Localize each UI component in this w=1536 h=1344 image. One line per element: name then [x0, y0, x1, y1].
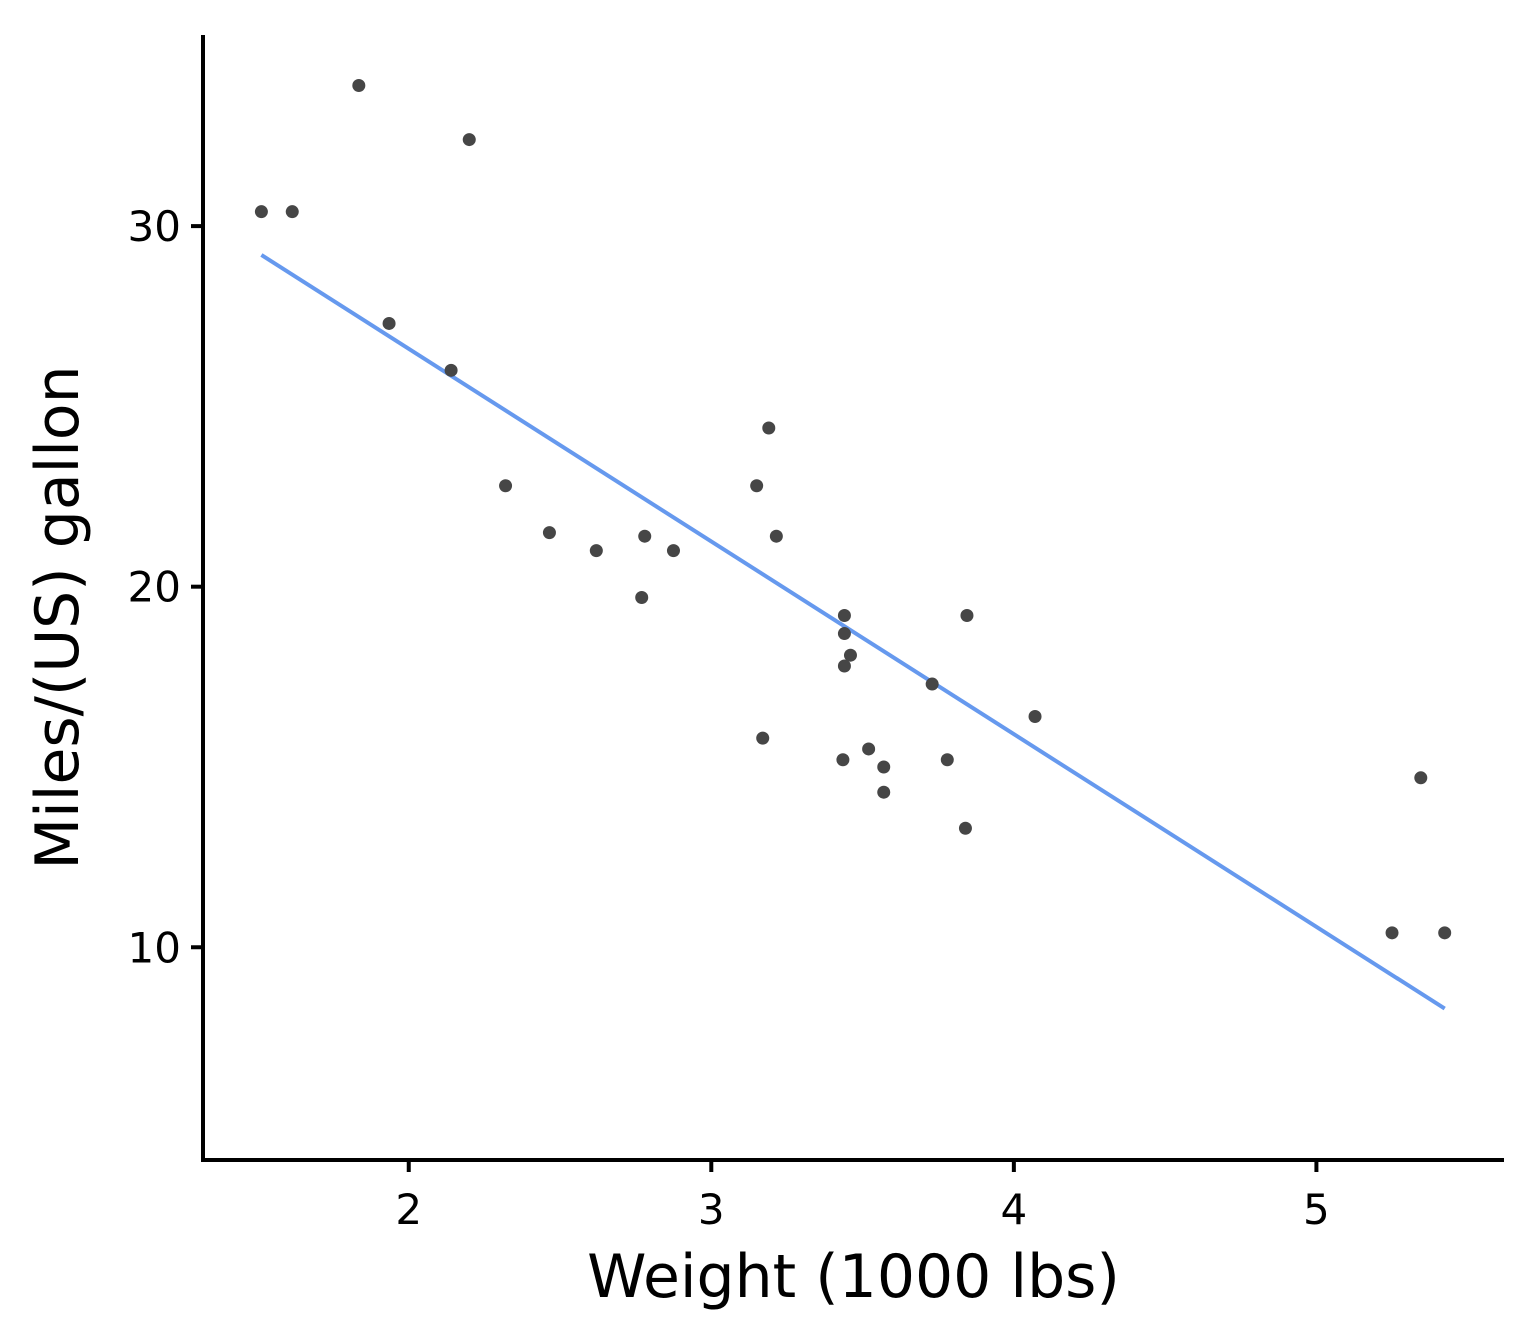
y-axis-title: Miles/(US) gallon [23, 365, 93, 869]
points-layer [254, 78, 1452, 940]
data-point [837, 609, 851, 623]
data-point [877, 760, 891, 774]
data-point [762, 421, 776, 435]
data-point [352, 78, 366, 92]
y-tick-label: 10 [128, 923, 181, 972]
data-point [1385, 926, 1399, 940]
data-point [862, 742, 876, 756]
regression-line [260, 253, 1446, 1011]
data-point [1414, 771, 1428, 785]
x-tick-label: 4 [1000, 1185, 1027, 1234]
data-point [1028, 709, 1042, 723]
axes-layer [201, 35, 1504, 1162]
data-point [1438, 926, 1452, 940]
x-ticks: 2 3 4 5 [395, 1160, 1330, 1234]
data-point [940, 753, 954, 767]
data-point [837, 627, 851, 641]
data-point [925, 677, 939, 691]
data-point [254, 205, 268, 219]
data-point [635, 591, 649, 604]
data-point [750, 479, 764, 493]
x-tick-label: 5 [1303, 1185, 1330, 1234]
data-point [756, 731, 770, 745]
data-point [666, 544, 680, 558]
data-point [837, 659, 851, 673]
data-point [836, 753, 850, 767]
x-axis-title: Weight (1000 lbs) [587, 1242, 1120, 1312]
data-point [444, 363, 458, 377]
data-point [843, 648, 857, 662]
x-tick-label: 2 [395, 1185, 422, 1234]
data-point [960, 609, 974, 623]
data-point [877, 785, 891, 799]
data-point [382, 316, 396, 330]
x-tick-label: 3 [698, 1185, 725, 1234]
fit-line-layer [260, 253, 1446, 1011]
data-point [499, 479, 513, 493]
data-point [542, 526, 556, 540]
data-point [462, 133, 476, 147]
data-point [285, 205, 299, 219]
data-point [769, 529, 783, 543]
data-point [589, 544, 603, 558]
y-tick-label: 20 [128, 563, 181, 612]
y-tick-label: 30 [128, 202, 181, 251]
y-ticks: 10 20 30 [128, 202, 203, 972]
data-point [638, 529, 652, 543]
data-point [958, 821, 972, 835]
